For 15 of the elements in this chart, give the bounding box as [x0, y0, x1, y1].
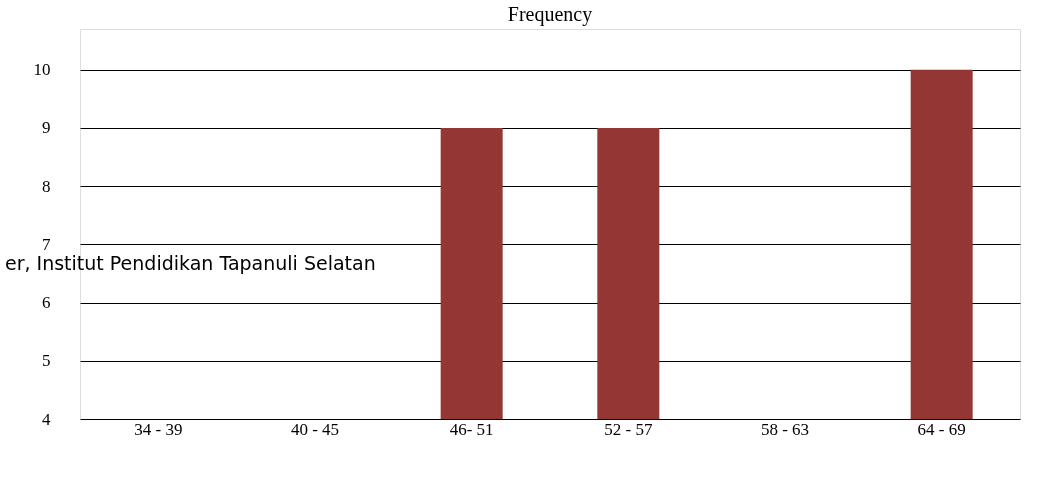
- y-tick-label: 10: [33, 60, 51, 80]
- x-tick-label: 40 - 45: [290, 419, 340, 439]
- y-tick-label: 5: [42, 351, 51, 371]
- y-tick-label: 8: [42, 176, 51, 196]
- x-tick-label: 34 - 39: [134, 419, 183, 439]
- y-tick-label: 4: [42, 409, 51, 429]
- y-tick-label: 9: [42, 118, 51, 138]
- x-tick-label: 58 - 63: [760, 419, 810, 439]
- chart-title: Frequency: [507, 3, 593, 26]
- annotation: er, Institut Pendidikan Tapanuli Selatan: [5, 252, 376, 274]
- x-tick-label: 46- 51: [449, 419, 494, 439]
- y-tick-label: 7: [42, 234, 51, 254]
- x-tick-label: 52 - 57: [604, 419, 653, 439]
- x-tick-label: 64 - 69: [917, 419, 966, 439]
- y-tick-label: 6: [42, 293, 51, 313]
